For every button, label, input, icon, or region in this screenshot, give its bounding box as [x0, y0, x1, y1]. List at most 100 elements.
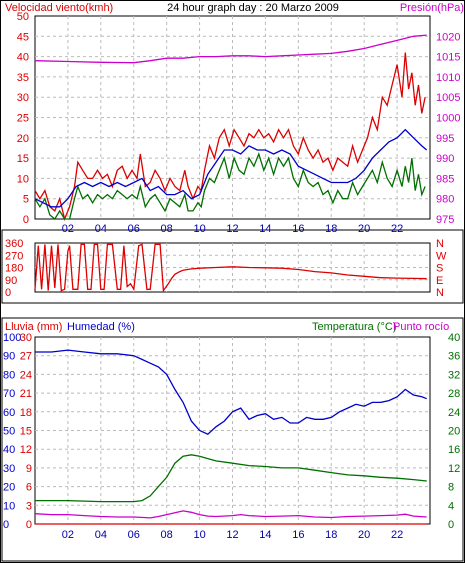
y-direction-tick-label: 90 — [5, 275, 17, 287]
direction-panel-frame — [1, 229, 464, 304]
y-rain-tick-label: 9 — [26, 463, 32, 475]
y-right-tick-label: 1020 — [436, 31, 460, 43]
climate-panel-frame — [1, 317, 464, 562]
series-line-climate-3 — [34, 510, 427, 519]
compass-letter: W — [436, 250, 447, 262]
compass-letter: N — [436, 287, 444, 299]
y-temperature-tick-label: 12 — [448, 463, 460, 475]
y-left-tick-label: 40 — [17, 52, 29, 64]
series-line-wind-4 — [34, 34, 427, 64]
y-humidity-tick-label: 40 — [3, 444, 15, 456]
x-tick-label: 10 — [193, 223, 205, 235]
x-tick-label: 08 — [161, 529, 173, 541]
x-tick-label: 20 — [358, 223, 370, 235]
y-humidity-tick-label: 80 — [3, 369, 15, 381]
y-rain-tick-label: 12 — [20, 444, 32, 456]
y-temperature-tick-label: 24 — [448, 407, 460, 419]
y-temperature-tick-label: 36 — [448, 351, 460, 363]
y-humidity-tick-label: 20 — [3, 482, 15, 494]
y-left-tick-label: 0 — [23, 214, 29, 226]
series-line-climate-2 — [35, 454, 427, 503]
compass-letter: E — [436, 275, 443, 287]
panels — [1, 15, 464, 562]
series-line-wind-1 — [34, 52, 426, 222]
temperature-axis-title: Temperatura (°C) — [312, 321, 396, 333]
y-humidity-tick-label: 50 — [3, 426, 15, 438]
humidity-axis-title: Humedad (%) — [67, 321, 135, 333]
y-rain-tick-label: 30 — [20, 332, 32, 344]
y-left-tick-label: 10 — [17, 173, 29, 185]
y-rain-tick-label: 18 — [20, 407, 32, 419]
y-right-tick-label: 1005 — [436, 92, 460, 104]
y-left-tick-label: 30 — [17, 92, 29, 104]
x-tick-label: 12 — [226, 529, 238, 541]
y-rain-tick-label: 27 — [20, 351, 32, 363]
y-direction-tick-label: 0 — [5, 287, 11, 299]
y-rain-tick-label: 6 — [26, 482, 32, 494]
y-humidity-tick-label: 90 — [3, 351, 15, 363]
y-humidity-tick-label: 0 — [3, 519, 9, 531]
y-right-tick-label: 1000 — [436, 113, 460, 125]
y-right-tick-label: 1010 — [436, 72, 460, 84]
series-lines — [34, 34, 428, 525]
y-temperature-tick-label: 8 — [448, 482, 454, 494]
y-right-tick-label: 980 — [436, 194, 454, 206]
x-tick-label: 06 — [128, 529, 140, 541]
dewpoint-axis-title: Punto rocío — [393, 321, 449, 333]
x-tick-label: 16 — [292, 529, 304, 541]
y-temperature-tick-label: 0 — [448, 519, 454, 531]
y-rain-tick-label: 15 — [20, 426, 32, 438]
series-line-wind-3 — [34, 128, 428, 208]
series-line-climate-1 — [35, 349, 427, 435]
y-temperature-tick-label: 28 — [448, 388, 460, 400]
y-left-tick-label: 45 — [17, 31, 29, 43]
x-tick-label: 14 — [259, 529, 271, 541]
y-right-tick-label: 990 — [436, 153, 454, 165]
y-left-tick-label: 15 — [17, 153, 29, 165]
rain-axis-title: Lluvia (mm) — [5, 321, 62, 333]
y-right-tick-label: 995 — [436, 133, 454, 145]
x-tick-label: 02 — [62, 223, 74, 235]
y-temperature-tick-label: 4 — [448, 500, 454, 512]
y-left-tick-label: 25 — [17, 113, 29, 125]
right-axis-title: Presión(hPa) — [400, 2, 464, 14]
x-tick-label: 06 — [128, 223, 140, 235]
compass-letter: S — [436, 263, 443, 275]
y-right-tick-label: 975 — [436, 214, 454, 226]
y-humidity-tick-label: 100 — [3, 332, 21, 344]
series-line-direction — [34, 243, 427, 293]
compass-letter: N — [436, 238, 444, 250]
y-humidity-tick-label: 30 — [3, 463, 15, 475]
x-tick-label: 16 — [292, 223, 304, 235]
x-tick-label: 22 — [391, 529, 403, 541]
grid-lines — [35, 16, 430, 524]
y-humidity-tick-label: 60 — [3, 407, 15, 419]
y-left-tick-label: 20 — [17, 133, 29, 145]
x-tick-label: 22 — [391, 223, 403, 235]
y-temperature-tick-label: 40 — [448, 332, 460, 344]
y-right-tick-label: 1015 — [436, 52, 460, 64]
y-temperature-tick-label: 20 — [448, 426, 460, 438]
y-rain-tick-label: 0 — [26, 519, 32, 531]
y-direction-tick-label: 270 — [5, 250, 23, 262]
x-tick-label: 02 — [62, 529, 74, 541]
x-tick-label: 12 — [226, 223, 238, 235]
x-tick-label: 10 — [193, 529, 205, 541]
y-right-tick-label: 985 — [436, 173, 454, 185]
y-direction-tick-label: 360 — [5, 238, 23, 250]
labels: 0510152025303540455097598098599099510001… — [3, 2, 464, 541]
y-left-tick-label: 5 — [23, 194, 29, 206]
y-temperature-tick-label: 16 — [448, 444, 460, 456]
y-rain-tick-label: 21 — [20, 388, 32, 400]
x-tick-label: 14 — [259, 223, 271, 235]
y-direction-tick-label: 180 — [5, 263, 23, 275]
y-left-tick-label: 50 — [17, 11, 29, 23]
chart-title: 24 hour graph day : 20 Marzo 2009 — [167, 2, 339, 14]
x-tick-label: 20 — [358, 529, 370, 541]
x-tick-label: 08 — [161, 223, 173, 235]
y-rain-tick-label: 24 — [20, 369, 32, 381]
y-rain-tick-label: 3 — [26, 500, 32, 512]
x-tick-label: 18 — [325, 223, 337, 235]
